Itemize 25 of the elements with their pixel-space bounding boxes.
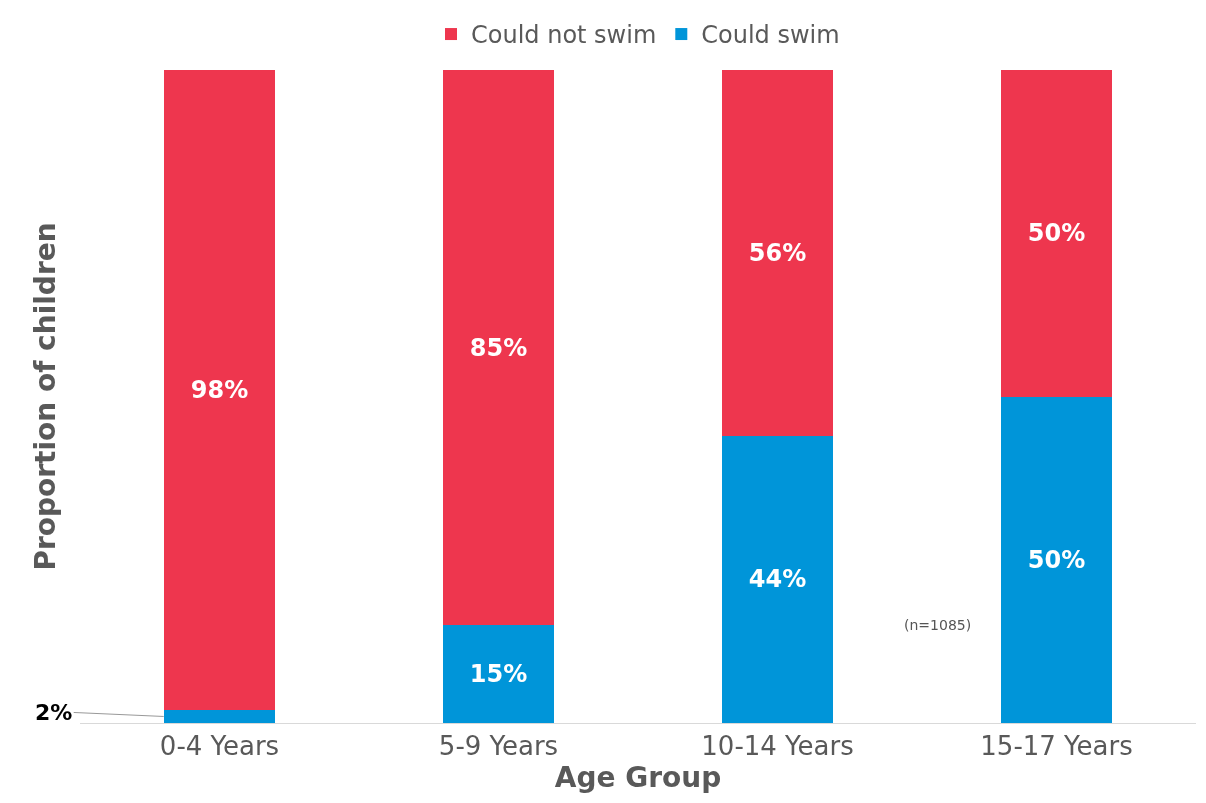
data-label: 2% bbox=[35, 700, 73, 725]
legend-label: Could not swim bbox=[471, 21, 657, 50]
bar bbox=[721, 70, 834, 436]
bar bbox=[442, 70, 555, 626]
bar bbox=[1000, 396, 1113, 723]
data-label: 44% bbox=[748, 565, 807, 594]
data-label: 15% bbox=[469, 660, 528, 689]
x-tick-label: 10-14 Years bbox=[701, 731, 854, 762]
bar bbox=[1000, 70, 1113, 397]
legend-label: Could swim bbox=[701, 21, 840, 50]
data-label: 50% bbox=[1027, 545, 1086, 574]
y-axis-title: Proportion of children bbox=[28, 222, 62, 571]
annotation: (n=1085) bbox=[904, 617, 972, 633]
x-tick-label: 15-17 Years bbox=[980, 731, 1133, 762]
data-label: 56% bbox=[748, 238, 807, 267]
x-axis-title: Age Group bbox=[554, 761, 722, 795]
bar bbox=[163, 709, 276, 723]
data-label: 50% bbox=[1027, 219, 1086, 248]
data-label: 98% bbox=[190, 375, 249, 404]
bar bbox=[442, 625, 555, 723]
x-tick-label: 5-9 Years bbox=[438, 731, 559, 762]
bar bbox=[163, 70, 276, 710]
bar bbox=[721, 435, 834, 723]
data-label: 85% bbox=[469, 333, 528, 362]
x-tick-label: 0-4 Years bbox=[159, 731, 280, 762]
